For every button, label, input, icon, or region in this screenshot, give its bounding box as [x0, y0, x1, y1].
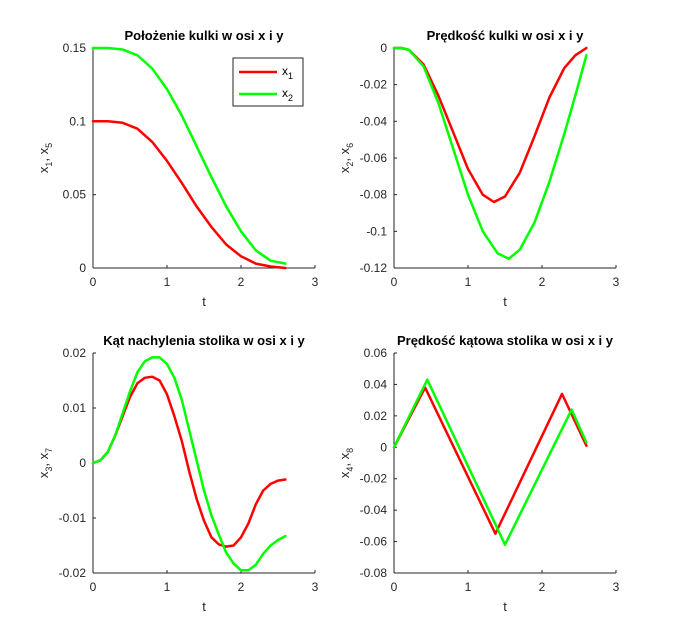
subplot-3: 0 1 2 3 -0.02 -0.01 0 0.01 0.02 Kąt nachylenia st… [36, 333, 319, 614]
x-tick-label: 1 [164, 275, 171, 289]
y-axis-label: x4, x8 [337, 448, 355, 478]
y-tick-label: -0.08 [360, 188, 388, 202]
series-line-x2 [91, 46, 287, 265]
y-tick-label: -0.02 [360, 78, 388, 92]
legend-box [232, 57, 304, 107]
y-tick-label: 0.05 [63, 188, 87, 202]
subplot-grid: 0 1 2 3 0 0.05 0.1 0.15 Położenie kulki w osi x … [36, 28, 620, 614]
subplot-2: 0 1 2 3 -0.12 -0.1 -0.08 -0.06 -0.04 -0.02 0 Prędko… [337, 28, 620, 309]
x-tick-label: 0 [90, 580, 97, 594]
y-tick-label: 0 [380, 440, 387, 454]
y-tick-label: 0.06 [364, 346, 388, 360]
subplot-4: 0 1 2 3 -0.08 -0.06 -0.04 -0.02 0 0.02 0.04 0.06 Prę… [337, 333, 620, 614]
y-tick-label: -0.08 [360, 566, 388, 580]
x-tick-label: 0 [90, 275, 97, 289]
y-tick-label: -0.02 [59, 566, 87, 580]
x-tick-label: 3 [312, 580, 319, 594]
x-axis-label: t [202, 294, 206, 309]
x-tick-label: 3 [312, 275, 319, 289]
y-axis-label: x1, x5 [36, 143, 54, 173]
y-tick-label: 0.15 [63, 41, 87, 55]
x-tick-label: 0 [391, 580, 398, 594]
subplot-title: Kąt nachylenia stolika w osi x i y [103, 333, 305, 348]
y-tick-label: 0.02 [364, 409, 388, 423]
y-axis-label: x3, x7 [36, 448, 54, 478]
y-tick-label: -0.02 [360, 472, 388, 486]
x-axis-label: t [503, 294, 507, 309]
x-tick-label: 2 [238, 275, 245, 289]
legend-label: x2 [282, 86, 293, 103]
y-tick-label: -0.06 [360, 535, 388, 549]
y-tick-label: 0 [79, 456, 86, 470]
x-tick-label: 2 [238, 580, 245, 594]
y-tick-label: -0.01 [59, 511, 87, 525]
x-tick-label: 2 [539, 580, 546, 594]
subplot-1: 0 1 2 3 0 0.05 0.1 0.15 Położenie kulki w osi x … [36, 28, 319, 309]
subplot-title: Położenie kulki w osi x i y [125, 28, 285, 43]
series-line-x1 [91, 120, 287, 270]
y-tick-label: -0.06 [360, 151, 388, 165]
subplot-title: Prędkość kątowa stolika w osi x i y [397, 333, 614, 348]
x-tick-label: 1 [164, 580, 171, 594]
x-axis-label: t [202, 599, 206, 614]
x-tick-label: 1 [465, 580, 472, 594]
series-line-x2 [392, 378, 588, 546]
y-tick-label: 0.04 [364, 377, 388, 391]
legend-label: x1 [282, 64, 293, 81]
series-line-x2 [91, 356, 287, 572]
x-tick-label: 3 [613, 580, 620, 594]
y-tick-label: 0.01 [63, 401, 87, 415]
y-tick-label: -0.1 [366, 224, 387, 238]
x-tick-label: 0 [391, 275, 398, 289]
y-tick-label: 0.1 [69, 114, 86, 128]
subplot-title: Prędkość kulki w osi x i y [427, 28, 585, 43]
y-tick-label: -0.04 [360, 503, 388, 517]
y-tick-label: 0 [380, 41, 387, 55]
y-tick-label: -0.12 [360, 261, 388, 275]
x-tick-label: 2 [539, 275, 546, 289]
y-tick-label: -0.04 [360, 114, 388, 128]
x-axis-label: t [503, 599, 507, 614]
x-tick-label: 1 [465, 275, 472, 289]
series-line-x2 [392, 46, 588, 261]
y-tick-label: 0.02 [63, 346, 87, 360]
x-tick-label: 3 [613, 275, 620, 289]
y-tick-label: 0 [79, 261, 86, 275]
y-axis-label: x2, x6 [337, 143, 355, 173]
